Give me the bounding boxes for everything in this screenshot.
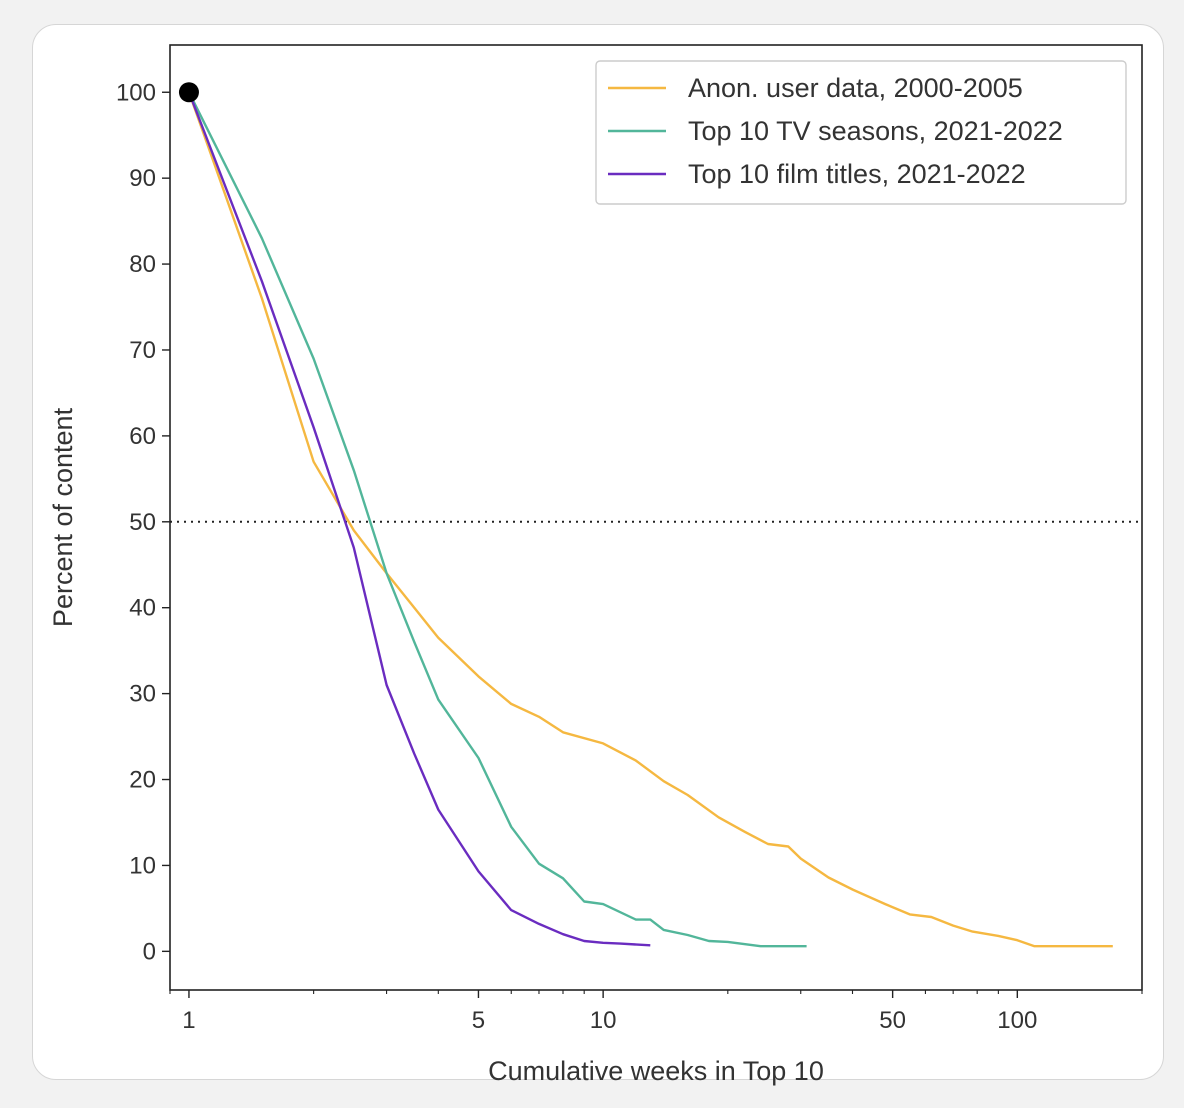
- series-line-3: [187, 91, 651, 947]
- series-layer: [170, 82, 1142, 948]
- legend: Anon. user data, 2000-2005 Top 10 TV seas…: [595, 60, 1127, 205]
- legend-label: Anon. user data, 2000-2005: [688, 73, 1023, 103]
- x-tick-label: 5: [472, 1007, 485, 1034]
- y-tick-label: 20: [129, 767, 156, 794]
- series-line-1: [187, 91, 1113, 948]
- start-marker: [178, 82, 199, 103]
- y-tick-label: 50: [129, 509, 156, 536]
- x-tick-label: 50: [879, 1007, 906, 1034]
- y-tick-label: 100: [116, 79, 156, 106]
- y-tick-label: 70: [129, 337, 156, 364]
- y-tick-label: 40: [129, 595, 156, 622]
- legend-label: Top 10 film titles, 2021-2022: [688, 159, 1026, 189]
- x-axis-ticks: 1 5 10 50 100: [169, 990, 1143, 1034]
- plot-frame: [169, 44, 1143, 991]
- y-axis-label: Percent of content: [48, 407, 78, 627]
- legend-box: [595, 60, 1127, 205]
- x-tick-label: 10: [590, 1007, 617, 1034]
- y-tick-label: 0: [143, 938, 156, 965]
- y-tick-label: 10: [129, 852, 156, 879]
- series-line-2: [187, 91, 807, 948]
- y-axis-ticks: 0 10 20 30 40 50 60 70 80 90 100: [116, 79, 170, 965]
- x-tick-label: 1: [182, 1007, 195, 1034]
- x-tick-label: 100: [997, 1007, 1037, 1034]
- legend-label: Top 10 TV seasons, 2021-2022: [688, 116, 1063, 146]
- y-tick-label: 80: [129, 251, 156, 278]
- y-tick-label: 30: [129, 681, 156, 708]
- y-tick-label: 90: [129, 165, 156, 192]
- y-tick-label: 60: [129, 423, 156, 450]
- x-axis-label: Cumulative weeks in Top 10: [488, 1056, 824, 1086]
